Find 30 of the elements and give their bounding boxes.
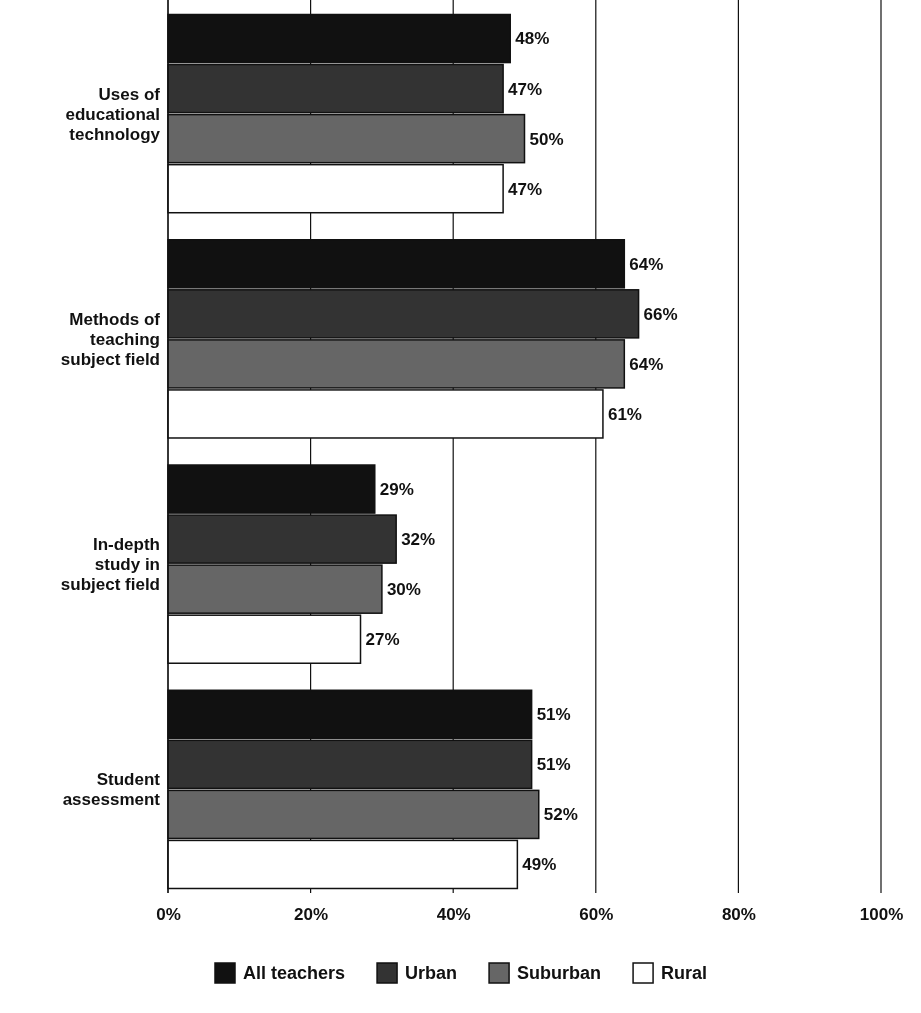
data-label: 64% [629, 254, 664, 274]
data-label: 50% [529, 129, 564, 149]
y-tick-label: Uses of educational technology [65, 84, 161, 144]
x-tick-label: 100% [859, 905, 904, 925]
data-label: 51% [536, 705, 571, 725]
data-label: 29% [379, 479, 414, 499]
legend-label: Urban [405, 963, 458, 984]
data-label: 47% [508, 79, 543, 99]
data-label: 61% [607, 404, 642, 424]
data-label: 32% [401, 530, 436, 550]
legend-label: Rural [661, 963, 708, 984]
legend-label: Suburban [517, 963, 602, 984]
data-label: 52% [543, 805, 578, 825]
x-tick-label: 60% [579, 905, 614, 925]
data-label: 66% [643, 304, 678, 324]
x-tick-label: 40% [436, 905, 471, 925]
y-tick-label: Methods of teaching subject field [60, 309, 161, 369]
y-tick-label: In-depth study in subject field [60, 535, 160, 595]
data-label: 64% [629, 354, 664, 374]
x-tick-label: 80% [721, 905, 756, 925]
x-tick-label: 20% [294, 905, 329, 925]
data-label: 48% [515, 29, 550, 49]
x-tick-label: 0% [156, 905, 181, 925]
legend-label: All teachers [243, 963, 346, 984]
y-tick-label: Student assessment [62, 770, 161, 810]
data-label: 49% [522, 855, 557, 875]
data-label: 27% [365, 630, 400, 650]
data-label: 47% [508, 179, 543, 199]
data-label: 51% [536, 755, 571, 775]
data-label: 30% [386, 580, 421, 600]
